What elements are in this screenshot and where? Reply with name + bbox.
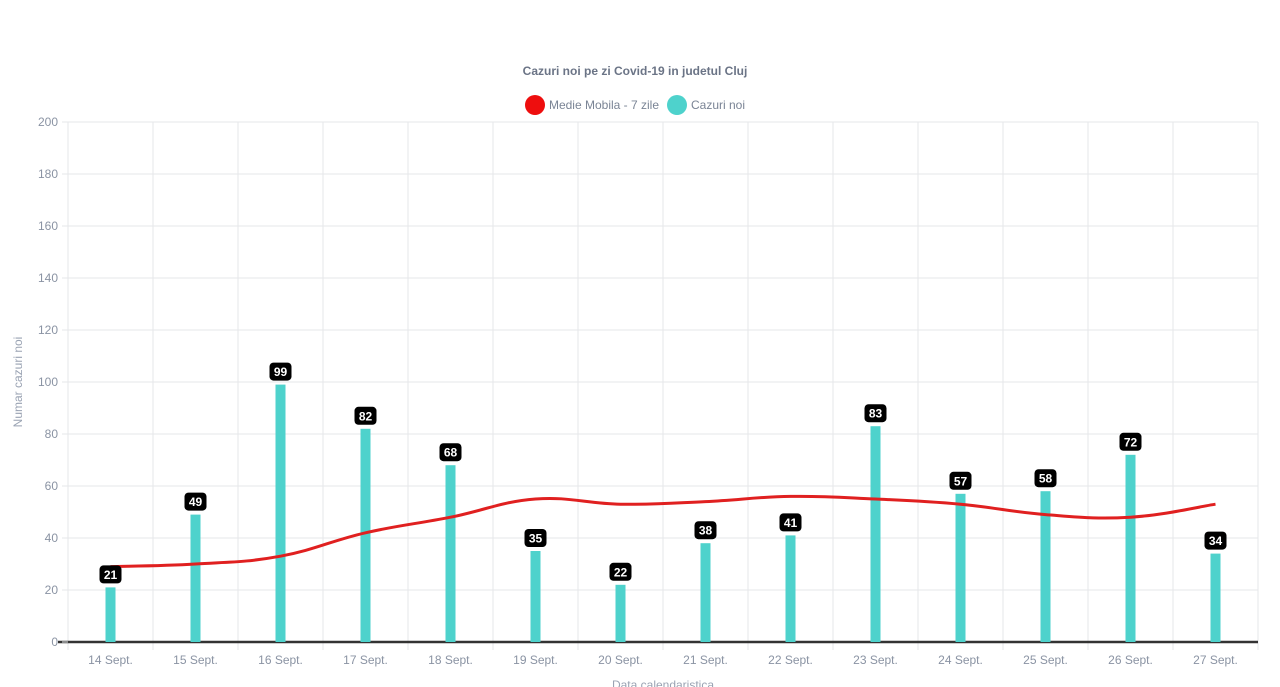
data-label: 58 <box>1034 469 1057 488</box>
bar[interactable] <box>105 587 116 642</box>
x-tick-label: 20 Sept. <box>598 653 643 667</box>
data-label-value: 99 <box>274 365 288 379</box>
legend-item-moving-average[interactable]: Medie Mobila - 7 zile <box>524 95 659 115</box>
x-tick-label: 23 Sept. <box>853 653 898 667</box>
y-tick-label: 80 <box>45 427 59 441</box>
chart-title: Cazuri noi pe zi Covid-19 in judetul Clu… <box>522 64 748 78</box>
data-label-value: 21 <box>104 568 118 582</box>
data-label: 72 <box>1119 432 1142 451</box>
data-label-value: 41 <box>784 516 798 530</box>
data-label-box <box>1034 469 1057 488</box>
data-label-value: 82 <box>359 409 373 423</box>
grid-lines <box>58 121 1259 650</box>
data-label: 41 <box>779 513 802 532</box>
data-label: 99 <box>269 362 292 381</box>
y-tick-label: 0 <box>51 635 58 649</box>
x-axis-title: Data calendaristica <box>612 678 714 687</box>
data-label-value: 72 <box>1124 435 1138 449</box>
bar[interactable] <box>1040 491 1051 642</box>
data-label-box <box>609 562 632 581</box>
data-label-box <box>524 529 547 547</box>
bar[interactable] <box>360 428 371 642</box>
y-tick-label: 120 <box>38 323 58 337</box>
data-label-box <box>1204 531 1227 550</box>
legend-swatch-new-cases <box>667 95 687 115</box>
y-tick-label: 200 <box>38 115 58 129</box>
y-tick-label: 60 <box>45 479 59 493</box>
data-label: 35 <box>524 529 547 547</box>
legend-swatch-moving-average <box>524 95 545 115</box>
x-tick-label: 18 Sept. <box>428 653 473 667</box>
data-label: 68 <box>439 443 462 462</box>
data-label: 21 <box>99 565 122 584</box>
x-tick-label: 16 Sept. <box>258 653 303 667</box>
data-label: 22 <box>609 562 632 581</box>
data-label-box <box>694 521 717 540</box>
legend-label-moving-average: Medie Mobila - 7 zile <box>548 98 659 112</box>
data-label: 49 <box>184 492 207 511</box>
x-tick-label: 27 Sept. <box>1193 653 1238 667</box>
data-label-value: 57 <box>954 474 968 488</box>
x-tick-label: 24 Sept. <box>938 653 983 667</box>
bar[interactable] <box>785 535 796 642</box>
data-label-value: 68 <box>444 446 458 460</box>
legend: Medie Mobila - 7 zile Cazuri noi <box>0 95 1270 115</box>
data-label-box <box>99 565 122 584</box>
bar-series <box>105 384 1221 642</box>
x-tick-label: 14 Sept. <box>88 653 133 667</box>
data-label-box <box>439 443 462 462</box>
data-label-value: 34 <box>1209 534 1223 548</box>
data-label: 57 <box>949 471 972 490</box>
bar[interactable] <box>1125 454 1136 642</box>
data-label: 82 <box>354 406 377 425</box>
bar[interactable] <box>700 543 711 642</box>
bar[interactable] <box>190 514 201 642</box>
x-tick-label: 19 Sept. <box>513 653 558 667</box>
y-tick-label: 100 <box>38 375 58 389</box>
line-series <box>110 494 1216 569</box>
y-tick-label: 160 <box>38 219 58 233</box>
data-label-value: 22 <box>614 565 628 579</box>
data-label-box <box>864 404 887 423</box>
bar[interactable] <box>445 465 456 642</box>
data-label-value: 35 <box>529 532 543 546</box>
data-label-box <box>354 406 377 425</box>
data-label-box <box>184 492 207 511</box>
bar[interactable] <box>530 551 541 642</box>
data-label-box <box>949 471 972 490</box>
data-label-value: 58 <box>1039 472 1053 486</box>
data-labels: 21 49 99 82 68 35 22 38 41 83 57 58 72 34 <box>99 362 1227 584</box>
y-tick-label: 140 <box>38 271 58 285</box>
data-label-box <box>1119 432 1142 451</box>
bar[interactable] <box>275 384 286 642</box>
data-label-value: 49 <box>189 495 203 509</box>
y-axis: 0 20 40 60 80 100 120 140 160 180 200 <box>38 115 68 649</box>
x-tick-label: 15 Sept. <box>173 653 218 667</box>
bar[interactable] <box>1210 553 1221 642</box>
y-tick-label: 40 <box>45 531 59 545</box>
moving-average-line[interactable] <box>110 494 1216 569</box>
legend-item-new-cases[interactable]: Cazuri noi <box>667 95 745 115</box>
bar[interactable] <box>615 584 626 642</box>
data-label-value: 38 <box>699 524 713 538</box>
data-label: 38 <box>694 521 717 540</box>
x-tick-label: 22 Sept. <box>768 653 813 667</box>
legend-label-new-cases: Cazuri noi <box>691 98 746 112</box>
x-tick-label: 17 Sept. <box>343 653 388 667</box>
x-axis: 14 Sept. 15 Sept. 16 Sept. 17 Sept. 18 Sept.… <box>88 653 1238 667</box>
data-label: 83 <box>864 404 887 423</box>
x-tick-label: 26 Sept. <box>1108 653 1153 667</box>
bar[interactable] <box>955 493 966 642</box>
data-label-box <box>779 513 802 532</box>
x-tick-label: 21 Sept. <box>683 653 728 667</box>
y-axis-title: Numar cazuri noi <box>11 337 25 428</box>
bar[interactable] <box>870 426 881 642</box>
x-tick-label: 25 Sept. <box>1023 653 1068 667</box>
y-tick-label: 180 <box>38 167 58 181</box>
data-label-box <box>269 362 292 381</box>
data-label-value: 83 <box>869 407 883 421</box>
y-tick-label: 20 <box>45 583 59 597</box>
data-label: 34 <box>1204 531 1227 550</box>
